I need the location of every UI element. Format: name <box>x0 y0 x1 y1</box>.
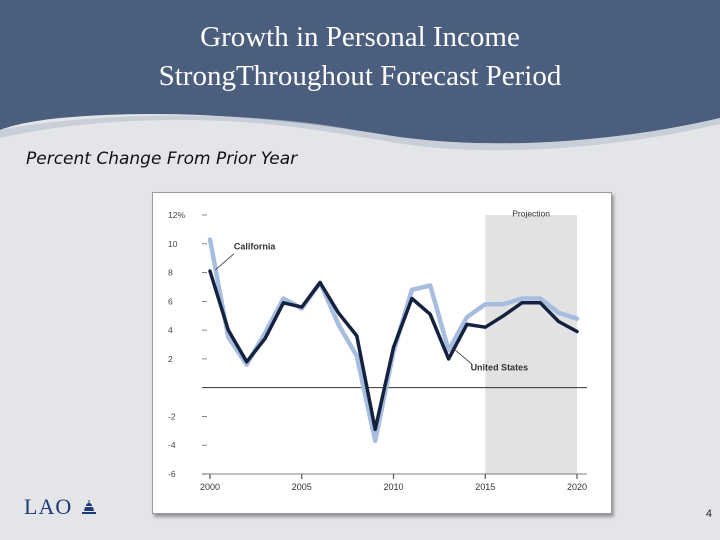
y-tick-label: 8 <box>168 268 173 278</box>
x-axis: 2000 2005 2010 2015 2020 <box>200 473 587 492</box>
header-banner <box>0 0 720 151</box>
y-tick-label: 4 <box>168 325 173 335</box>
title-line-2: Strong​Throughout Forecast Period <box>158 60 562 92</box>
x-tick-label: 2015 <box>475 482 495 492</box>
y-tick-label: 2 <box>168 354 173 364</box>
page-number: 4 <box>705 508 712 520</box>
y-tick-label: -2 <box>168 411 176 421</box>
header-background <box>0 0 720 144</box>
capitol-dome-icon <box>81 500 96 514</box>
y-tick-label: 10 <box>168 239 178 249</box>
x-tick-label: 2010 <box>383 482 403 492</box>
header-swoosh <box>0 115 720 151</box>
series-label-california: California <box>234 242 277 252</box>
x-tick-label: 2020 <box>567 482 587 492</box>
projection-label: Projection <box>512 208 550 218</box>
y-tick-label: 12% <box>168 210 185 220</box>
projection-band <box>485 215 577 474</box>
united-states-label-leader <box>451 347 473 365</box>
x-tick-label: 2005 <box>292 482 312 492</box>
chart-frame: Projection 12% 10 8 6 4 2 -2 -4 -6 2000 2005 2010 2… <box>152 192 612 514</box>
y-tick-label: 6 <box>168 296 173 306</box>
title-line-1: Growth in Personal Income <box>200 21 520 53</box>
page-title: Growth in Personal Income Strong​Through… <box>0 18 720 96</box>
chart-subtitle: Percent Change From Prior Year <box>26 149 298 169</box>
lao-logo: LAO <box>24 494 99 520</box>
logo-text: LAO <box>24 494 73 519</box>
series-label-united-states: United States <box>471 362 529 372</box>
y-tick-label: -4 <box>168 440 176 450</box>
y-axis-ticks: 12% 10 8 6 4 2 -2 -4 -6 <box>168 210 207 479</box>
series-line-united-states <box>208 269 579 432</box>
y-tick-label: -6 <box>168 469 176 479</box>
x-tick-label: 2000 <box>200 482 220 492</box>
california-label-leader <box>215 253 235 270</box>
